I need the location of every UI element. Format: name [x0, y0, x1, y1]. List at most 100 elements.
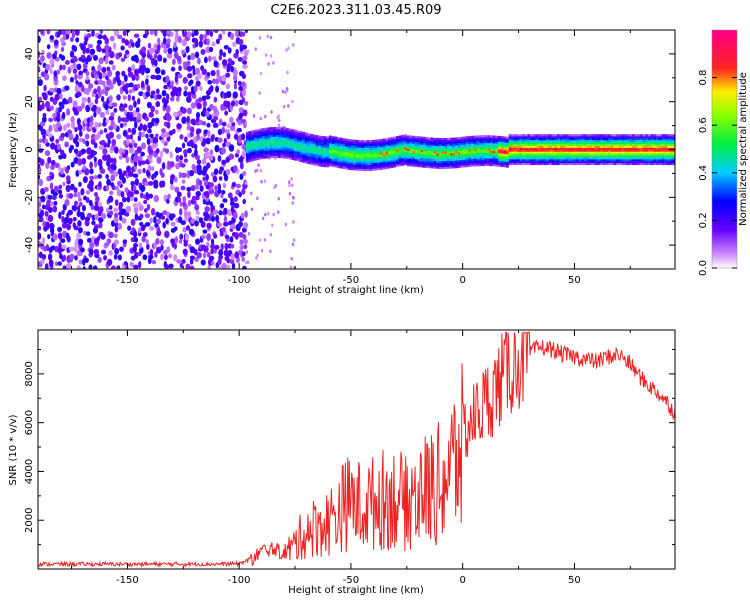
heatmap-cell: [353, 158, 356, 161]
heatmap-cell: [495, 150, 499, 154]
heatmap-cell: [481, 160, 485, 163]
heatmap-cell: [436, 166, 440, 169]
heatmap-cell: [98, 181, 102, 188]
heatmap-cell: [207, 129, 211, 138]
heatmap-cell: [361, 145, 364, 149]
heatmap-cell: [69, 37, 74, 42]
heatmap-cell: [291, 132, 295, 136]
heatmap-cell: [656, 159, 660, 162]
heatmap-cell: [101, 95, 105, 103]
heatmap-cell: [551, 155, 555, 158]
heatmap-cell: [294, 154, 297, 157]
heatmap-cell: [116, 94, 121, 101]
heatmap-cell: [562, 151, 566, 154]
heatmap-cell: [425, 165, 429, 168]
heatmap-cell: [226, 255, 230, 262]
heatmap-cell: [669, 145, 673, 148]
heatmap-cell: [134, 237, 139, 243]
heatmap-cell: [111, 102, 118, 108]
heatmap-cell: [52, 191, 58, 197]
heatmap-cell: [275, 149, 279, 153]
heatmap-cell: [288, 138, 292, 141]
heatmap-cell: [74, 200, 79, 206]
heatmap-cell: [318, 145, 322, 148]
heatmap-cell: [543, 147, 547, 150]
heatmap-cell: [530, 149, 533, 152]
heatmap-cell: [159, 150, 164, 158]
heatmap-cell: [653, 162, 657, 166]
heatmap-cell: [567, 162, 571, 166]
heatmap-cell: [166, 246, 171, 253]
heatmap-cell: [148, 148, 154, 155]
heatmap-cell: [613, 162, 617, 166]
heatmap-cell: [280, 138, 284, 142]
heatmap-cell: [487, 150, 491, 153]
heatmap-cell: [672, 153, 675, 156]
heatmap-cell: [586, 147, 590, 150]
heatmap-cell: [594, 162, 598, 166]
heatmap-cell: [345, 153, 348, 157]
heatmap-cell: [492, 146, 496, 150]
heatmap-cell: [172, 86, 178, 93]
heatmap-cell: [231, 181, 237, 188]
heatmap-cell: [575, 141, 579, 145]
heatmap-cell: [597, 145, 601, 148]
heatmap-cell: [125, 134, 131, 140]
heatmap-cell: [339, 145, 343, 148]
heatmap-cell: [511, 139, 515, 143]
heatmap-cell: [379, 161, 383, 165]
heatmap-cell: [543, 145, 547, 148]
heatmap-cell: [221, 30, 226, 35]
heatmap-cell: [67, 217, 73, 225]
heatmap-cell: [70, 161, 75, 168]
heatmap-cell: [457, 140, 461, 144]
heatmap-cell: [444, 143, 448, 146]
heatmap-cell: [645, 149, 649, 152]
heatmap-cell: [447, 160, 450, 164]
heatmap-cell: [144, 30, 150, 34]
heatmap-cell: [169, 161, 175, 168]
colorbar-tick-label: 0.8: [698, 70, 709, 86]
heatmap-cell: [540, 162, 544, 166]
heatmap-cell: [283, 133, 287, 136]
heatmap-cell: [457, 156, 461, 159]
heatmap-cell: [65, 232, 70, 240]
heatmap-cell: [320, 135, 324, 139]
heatmap-cell: [578, 139, 582, 143]
heatmap-cell: [500, 157, 504, 160]
heatmap-cell: [82, 176, 88, 183]
heatmap-cell: [210, 243, 216, 250]
heatmap-cell: [583, 143, 587, 146]
heatmap-cell: [610, 151, 614, 154]
heatmap-cell: [484, 160, 488, 163]
heatmap-cell: [137, 37, 141, 44]
heatmap-cell: [514, 160, 517, 164]
heatmap-cell: [516, 160, 520, 164]
heatmap-cell: [204, 151, 210, 159]
heatmap-cell: [578, 134, 582, 137]
heatmap-cell: [286, 70, 289, 75]
heatmap-cell: [361, 159, 364, 162]
heatmap-cell: [323, 140, 327, 143]
heatmap-cell: [123, 261, 128, 266]
heatmap-cell: [535, 139, 539, 143]
heatmap-cell: [551, 138, 555, 141]
heatmap-cell: [299, 148, 303, 151]
heatmap-cell: [278, 150, 281, 153]
heatmap-cell: [487, 156, 491, 159]
heatmap-cell: [640, 151, 643, 154]
heatmap-cell: [57, 232, 63, 240]
heatmap-cell: [182, 201, 187, 207]
heatmap-cell: [347, 139, 351, 142]
heatmap-cell: [575, 155, 579, 158]
heatmap-cell: [38, 104, 43, 112]
heatmap-cell: [280, 129, 284, 132]
heatmap-cell: [200, 244, 206, 251]
heatmap-cell: [189, 79, 194, 85]
heatmap-cell: [390, 158, 394, 161]
heatmap-cell: [626, 162, 630, 166]
heatmap-cell: [81, 84, 85, 93]
heatmap-cell: [186, 115, 190, 123]
heatmap-cell: [318, 152, 322, 155]
heatmap-cell: [438, 143, 442, 146]
